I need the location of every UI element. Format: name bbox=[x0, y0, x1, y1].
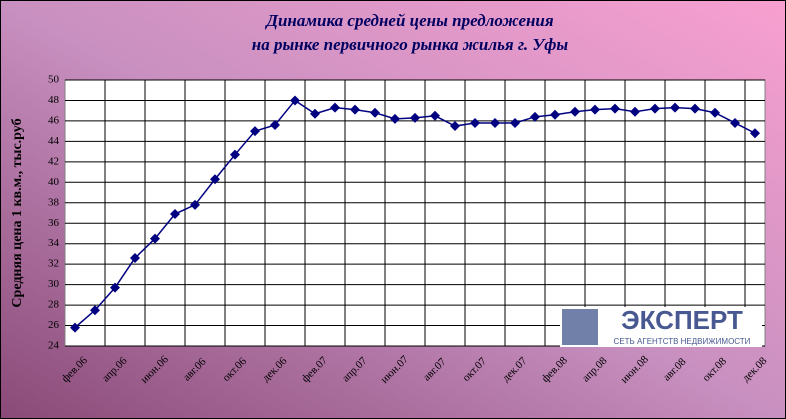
point bbox=[730, 117, 740, 128]
point bbox=[150, 233, 160, 244]
chart-title: на рынке первичного рынка жилья г. Уфы bbox=[252, 35, 569, 54]
point bbox=[290, 95, 300, 106]
point bbox=[230, 149, 240, 160]
point bbox=[270, 120, 280, 131]
logo-icon bbox=[562, 309, 598, 345]
y-tick-label: 50 bbox=[48, 74, 60, 86]
y-tick-label: 28 bbox=[48, 299, 60, 311]
point bbox=[310, 108, 320, 119]
y-tick-label: 24 bbox=[48, 340, 60, 352]
y-tick-label: 26 bbox=[48, 319, 60, 331]
y-tick-label: 30 bbox=[48, 278, 60, 290]
point bbox=[570, 106, 580, 117]
point bbox=[470, 117, 480, 128]
point bbox=[110, 282, 120, 293]
point bbox=[170, 209, 180, 220]
point bbox=[710, 107, 720, 118]
point bbox=[630, 106, 640, 117]
point bbox=[670, 102, 680, 113]
point bbox=[590, 104, 600, 115]
point bbox=[70, 322, 80, 333]
point bbox=[550, 109, 560, 120]
y-tick-label: 40 bbox=[48, 176, 60, 188]
point bbox=[750, 128, 760, 139]
point bbox=[190, 199, 200, 210]
point bbox=[530, 111, 540, 122]
y-axis-label: Средняя цена 1 кв.м., тыс.руб bbox=[10, 118, 25, 307]
y-tick-label: 44 bbox=[48, 135, 60, 147]
logo-title: ЭКСПЕРТ bbox=[621, 305, 743, 335]
point bbox=[490, 117, 500, 128]
y-tick-label: 42 bbox=[48, 155, 59, 167]
y-tick-label: 48 bbox=[48, 94, 60, 106]
point bbox=[370, 107, 380, 118]
point bbox=[210, 174, 220, 185]
point bbox=[90, 305, 100, 316]
point bbox=[130, 253, 140, 264]
chart-title: Динамика средней цены предложения bbox=[264, 11, 554, 30]
y-tick-label: 36 bbox=[48, 217, 60, 229]
point bbox=[250, 126, 260, 137]
point bbox=[430, 110, 440, 121]
point bbox=[390, 113, 400, 124]
point bbox=[410, 112, 420, 123]
plot-area bbox=[64, 79, 766, 347]
logo: ЭКСПЕРТ СЕТЬ АГЕНТСТВ НЕДВИЖИМОСТИ bbox=[560, 305, 762, 347]
y-tick-label: 32 bbox=[48, 258, 59, 270]
y-tick-label: 38 bbox=[48, 196, 60, 208]
point bbox=[690, 103, 700, 114]
point bbox=[510, 117, 520, 128]
y-tick-label: 34 bbox=[48, 237, 60, 249]
point bbox=[350, 104, 360, 115]
point bbox=[450, 121, 460, 132]
point bbox=[650, 103, 660, 114]
logo-subtitle: СЕТЬ АГЕНТСТВ НЕДВИЖИМОСТИ bbox=[614, 337, 751, 346]
point bbox=[330, 102, 340, 113]
y-tick-label: 46 bbox=[48, 114, 60, 126]
point bbox=[610, 103, 620, 114]
